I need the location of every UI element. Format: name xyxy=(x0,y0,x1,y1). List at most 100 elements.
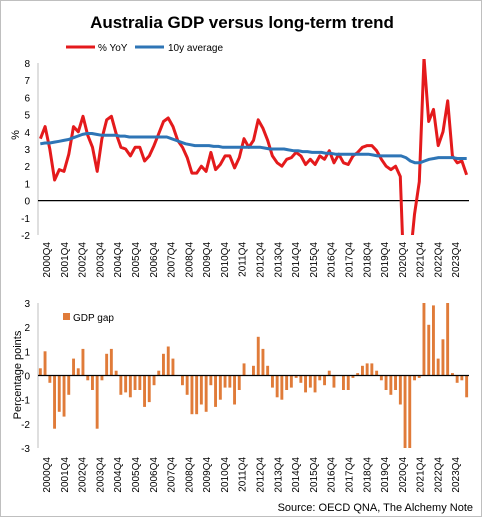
bottom-x-tick-label: 2023Q4 xyxy=(451,457,462,493)
gdp-gap-bar xyxy=(181,375,184,386)
legend-yoy-label: % YoY xyxy=(98,43,128,54)
gdp-gap-bar xyxy=(441,339,445,376)
bottom-x-tick-label: 2001Q4 xyxy=(60,457,71,493)
bottom-x-tick-label: 2012Q4 xyxy=(256,457,267,493)
gdp-gap-bar xyxy=(223,375,227,388)
top-x-tick-label: 2005Q4 xyxy=(131,242,142,278)
legend-gap-label: GDP gap xyxy=(73,313,114,324)
gdp-gap-bar xyxy=(323,375,326,386)
top-y-tick-label: 4 xyxy=(24,128,30,139)
gdp-gap-bar xyxy=(218,375,222,400)
top-x-tick-label: 2008Q4 xyxy=(184,242,195,278)
gdp-gap-bar xyxy=(446,303,450,376)
top-x-tick-label: 2002Q4 xyxy=(78,242,89,278)
top-x-tick-label: 2022Q4 xyxy=(433,242,444,278)
top-x-tick-label: 2013Q4 xyxy=(273,242,284,278)
gdp-gap-bar xyxy=(124,375,128,393)
gdp-gap-bar xyxy=(342,375,345,390)
gdp-gap-bar xyxy=(109,348,113,376)
bottom-x-tick-label: 2016Q4 xyxy=(327,457,338,493)
gdp-gap-bar xyxy=(256,336,260,376)
bottom-x-tick-label: 2017Q4 xyxy=(345,457,356,493)
gdp-gap-bar xyxy=(261,348,265,376)
gdp-gap-bar xyxy=(185,375,189,395)
bottom-x-tick-label: 2020Q4 xyxy=(398,457,409,493)
top-x-tick-label: 2014Q4 xyxy=(291,242,302,278)
top-x-tick-label: 2011Q4 xyxy=(238,242,249,277)
gdp-gap-bar xyxy=(422,303,426,376)
gdp-gap-bar xyxy=(214,375,217,407)
gdp-gap-bar xyxy=(351,375,355,378)
gdp-gap-bar xyxy=(81,348,85,376)
top-x-tick-label: 2001Q4 xyxy=(60,242,71,278)
gdp-gap-bar xyxy=(266,365,270,376)
top-x-tick-label: 2020Q4 xyxy=(398,242,409,278)
gdp-gap-bar xyxy=(86,375,90,381)
gdp-gap-bar xyxy=(427,324,431,376)
top-y-tick-label: 6 xyxy=(24,93,30,104)
gdp-gap-bar xyxy=(204,375,208,412)
bottom-x-tick-label: 2014Q4 xyxy=(291,457,302,493)
gdp-gap-bar xyxy=(147,375,151,403)
gdp-gap-bar xyxy=(48,375,52,383)
gdp-gap-bar xyxy=(114,370,118,376)
gdp-gap-bar xyxy=(143,375,146,407)
gdp-gap-bar xyxy=(95,375,99,429)
top-x-tick-label: 2021Q4 xyxy=(416,242,427,278)
gdp-gap-bar xyxy=(375,370,379,376)
gdp-gap-bar xyxy=(465,375,469,398)
bottom-y-axis-label: Percentage points xyxy=(12,330,24,419)
bottom-x-tick-label: 2002Q4 xyxy=(78,457,89,493)
gdp-gap-bar xyxy=(304,375,307,393)
legend-avg-label: 10y average xyxy=(168,43,223,54)
gdp-gap-bar xyxy=(313,375,317,393)
top-x-tick-label: 2016Q4 xyxy=(327,242,338,278)
gdp-gap-bar xyxy=(228,375,232,388)
gdp-gap-bar xyxy=(76,368,80,376)
gdp-gap-bar xyxy=(389,375,393,395)
top-y-axis-label: % xyxy=(10,130,22,140)
gdp-gap-bar xyxy=(105,353,109,376)
top-x-tick-label: 2019Q4 xyxy=(380,242,391,278)
top-x-tick-label: 2003Q4 xyxy=(95,242,106,278)
top-x-tick-label: 2009Q4 xyxy=(202,242,213,278)
top-y-tick-label: 8 xyxy=(24,59,30,70)
top-x-tick-label: 2010Q4 xyxy=(220,242,231,278)
bottom-y-tick-label: 1 xyxy=(24,347,30,358)
bottom-x-tick-label: 2021Q4 xyxy=(416,457,427,493)
bottom-y-tick-label: -1 xyxy=(21,396,30,407)
bottom-x-tick-label: 2022Q4 xyxy=(433,457,444,493)
top-x-tick-label: 2012Q4 xyxy=(256,242,267,278)
gdp-gap-bar xyxy=(237,375,241,390)
legend-gap-swatch xyxy=(63,313,70,320)
bottom-x-tick-label: 2000Q4 xyxy=(42,457,53,493)
gdp-gap-bar xyxy=(152,375,156,386)
avg-series-line xyxy=(40,132,467,165)
top-plot-area: -2 -1 0 1 2 3 4 5 6 7 8 2000Q4 2001Q4 2002Q4 2003Q4 200… xyxy=(21,59,469,278)
top-y-tick-label: -1 xyxy=(21,214,30,225)
gdp-gap-bar xyxy=(308,375,312,388)
gdp-gap-bar xyxy=(451,373,454,376)
gdp-gap-bar xyxy=(271,375,274,388)
gdp-gap-bar xyxy=(57,375,61,412)
gdp-gap-bar xyxy=(128,375,132,398)
gdp-gap-bar xyxy=(252,365,255,376)
gdp-gap-bar xyxy=(275,375,279,398)
gdp-gap-bar xyxy=(62,375,66,417)
bottom-y-tick-label: 0 xyxy=(24,372,30,383)
gdp-gap-bar xyxy=(370,363,374,376)
bottom-x-tick-label: 2007Q4 xyxy=(167,457,178,493)
top-x-tick-label: 2023Q4 xyxy=(451,242,462,278)
gdp-gap-bar xyxy=(403,375,407,448)
bottom-y-tick-label: 3 xyxy=(24,299,30,310)
bottom-x-tick-label: 2006Q4 xyxy=(149,457,160,493)
gdp-gap-bar xyxy=(233,375,236,405)
bottom-x-tick-label: 2018Q4 xyxy=(362,457,373,493)
gdp-gap-bar xyxy=(417,375,421,378)
gdp-gap-bar xyxy=(413,375,416,381)
bottom-x-tick-label: 2009Q4 xyxy=(202,457,213,493)
gdp-gap-bar xyxy=(294,375,298,378)
gdp-gap-bar xyxy=(43,351,47,376)
